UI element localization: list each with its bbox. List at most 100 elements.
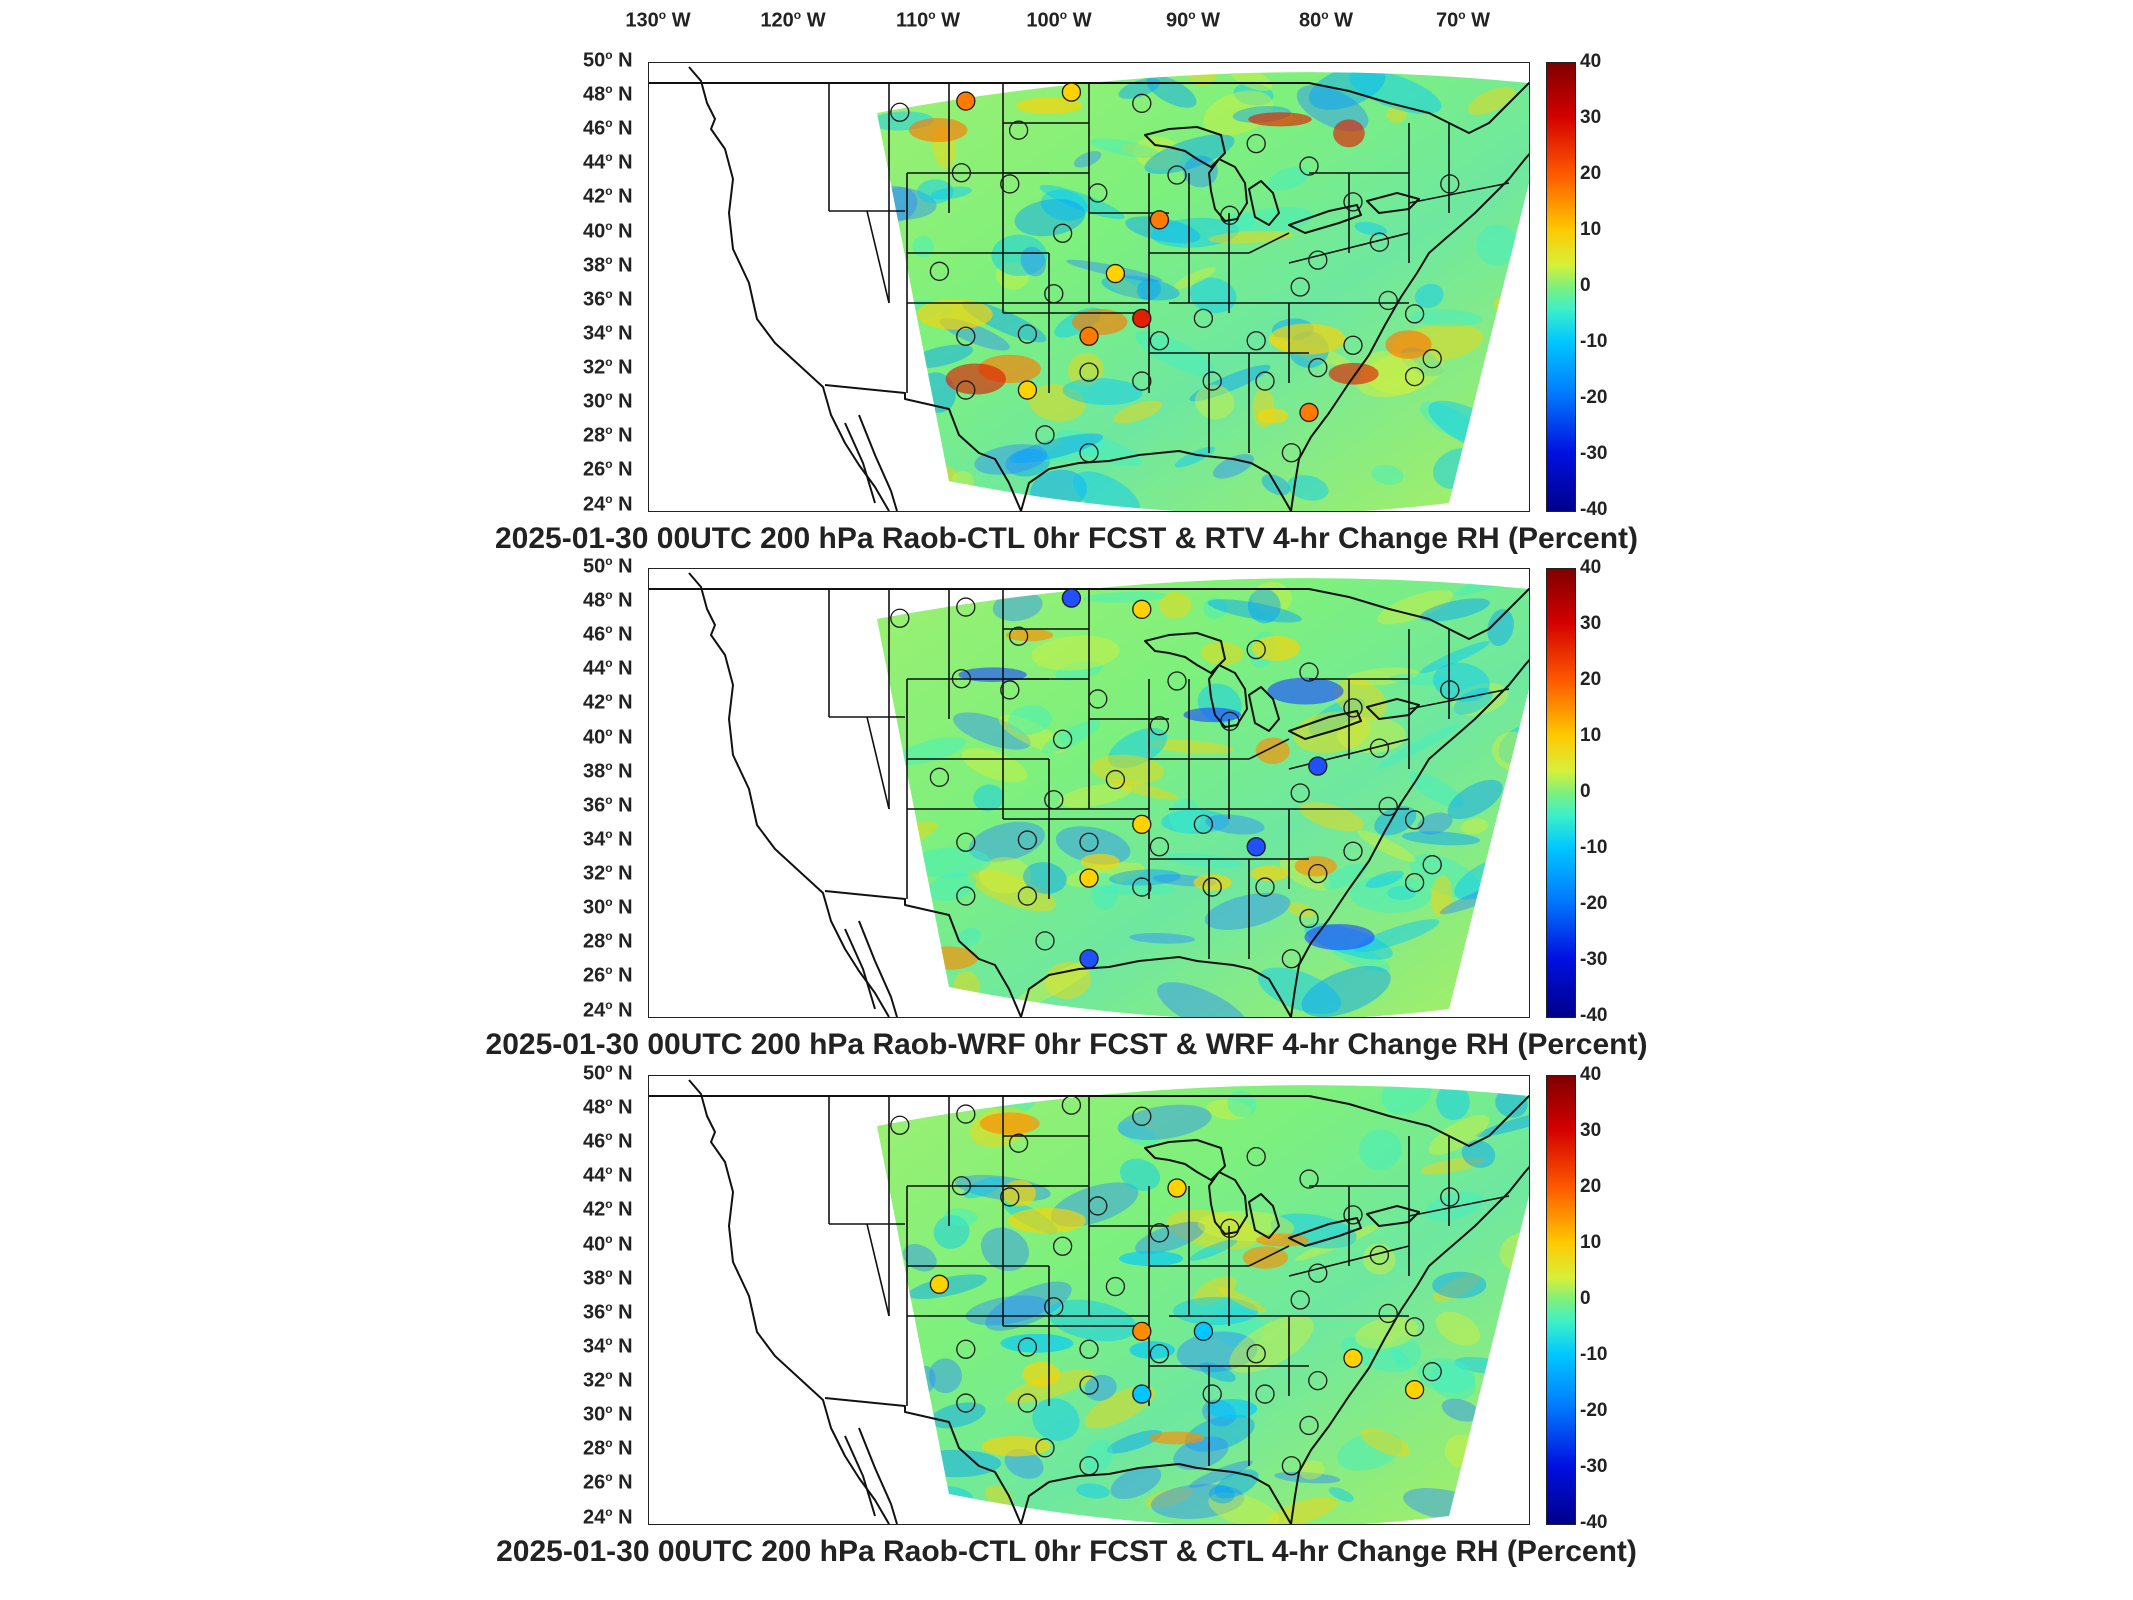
- raob-station-icon: [1281, 1456, 1302, 1476]
- coastline-and-borders: [649, 572, 1529, 1017]
- colorbar: [1546, 1075, 1576, 1525]
- longitude-label: 130o W: [625, 8, 691, 32]
- raob-station-icon: [1088, 183, 1108, 203]
- raob-station-icon: [1017, 1337, 1038, 1357]
- colorbar-tick-label: -40: [1580, 1005, 1608, 1026]
- raob-station-icon: [1132, 599, 1152, 619]
- coastline-and-borders: [649, 66, 1529, 511]
- rh-change-map: [649, 1079, 1529, 1524]
- colorbar-tick-label: 40: [1580, 1064, 1602, 1085]
- raob-station-icon: [1202, 877, 1222, 897]
- raob-station-icon: [1246, 1146, 1266, 1167]
- colorbar-tick-label: -30: [1580, 443, 1608, 464]
- raob-station-icon: [1246, 331, 1266, 351]
- colorbar-tick-label: -10: [1580, 331, 1608, 352]
- raob-station-icon: [1044, 284, 1064, 304]
- colorbar-tick-label: -30: [1580, 949, 1608, 970]
- latitude-label: 24o N: [583, 491, 633, 516]
- latitude-label: 40o N: [583, 1231, 633, 1256]
- latitude-label: 26o N: [583, 457, 633, 482]
- rh-change-map: [649, 66, 1529, 511]
- raob-station-icon: [1308, 250, 1328, 270]
- raob-station-icon: [1404, 366, 1425, 387]
- raob-station-icon: [1167, 671, 1187, 691]
- colorbar-tick-label: 20: [1580, 163, 1602, 184]
- colorbar: [1546, 62, 1576, 512]
- raob-station-icon: [1369, 232, 1390, 252]
- raob-station-icon: [1343, 335, 1363, 355]
- map-plot-area: [648, 62, 1530, 512]
- raob-station-icon: [1079, 832, 1099, 852]
- raob-station-icon: [1017, 324, 1038, 344]
- raob-station-icon: [1369, 1245, 1390, 1265]
- raob-station-icon: [1149, 1223, 1170, 1243]
- raob-station-icon: [1193, 308, 1214, 329]
- raob-station-icon: [1149, 210, 1170, 230]
- raob-station-icon: [1132, 877, 1152, 897]
- raob-stations: [890, 82, 1460, 463]
- raob-station-icon: [1202, 371, 1222, 391]
- raob-station-icon: [1202, 1384, 1222, 1404]
- raob-station-icon: [1132, 1106, 1152, 1126]
- coastline-and-borders: [649, 1079, 1529, 1524]
- latitude-label: 30o N: [583, 1402, 633, 1426]
- raob-station-icon: [1343, 192, 1363, 212]
- longitude-label: 70o W: [1435, 8, 1491, 32]
- raob-station-icon: [1440, 174, 1460, 194]
- latitude-label: 32o N: [583, 861, 633, 885]
- raob-station-icon: [1044, 1297, 1064, 1317]
- raob-station-icon: [1299, 1169, 1319, 1189]
- colorbar-tick-label: 30: [1580, 613, 1602, 634]
- raob-station-icon: [1281, 443, 1302, 463]
- colorbar-tick-label: -40: [1580, 499, 1608, 520]
- raob-station-icon: [1343, 698, 1363, 718]
- raob-station-icon: [956, 832, 976, 852]
- latitude-label: 36o N: [583, 1299, 633, 1324]
- raob-station-icon: [1079, 443, 1099, 463]
- raob-station-icon: [1132, 371, 1152, 391]
- colorbar-tick-label: 10: [1580, 725, 1602, 746]
- latitude-label: 28o N: [583, 929, 633, 953]
- raob-station-icon: [1052, 223, 1073, 243]
- raob-station-icon: [1299, 156, 1319, 176]
- raob-station-icon: [1246, 1344, 1266, 1364]
- raob-station-icon: [1061, 588, 1082, 608]
- latitude-label: 46o N: [583, 622, 633, 646]
- map-panel-1: 50o N 48o N 46o N 44o N 42o N 40o N 38o N 36o N…: [0, 48, 2133, 562]
- longitude-label: 80o W: [1298, 8, 1354, 32]
- raob-station-icon: [1299, 908, 1319, 929]
- colorbar-tick-label: 0: [1580, 781, 1591, 802]
- raob-station-icon: [1105, 1276, 1126, 1297]
- raob-station-icon: [1167, 1178, 1187, 1198]
- raob-station-icon: [1378, 290, 1398, 311]
- latitude-label: 36o N: [583, 286, 633, 311]
- raob-station-icon: [1404, 1379, 1425, 1400]
- colorbar-tick-label: 30: [1580, 1120, 1602, 1141]
- raob-station-icon: [951, 1176, 972, 1196]
- raob-station-icon: [1290, 277, 1310, 297]
- colorbar-tick-label: 0: [1580, 275, 1591, 296]
- raob-station-icon: [1255, 371, 1275, 391]
- raob-station-icon: [956, 326, 976, 346]
- latitude-label: 48o N: [583, 588, 633, 612]
- raob-station-icon: [1167, 165, 1187, 185]
- raob-station-icon: [1378, 1303, 1398, 1324]
- model-domain-field: [877, 578, 1529, 1017]
- raob-station-icon: [1343, 1348, 1363, 1368]
- raob-station-icon: [1220, 711, 1240, 731]
- colorbar-tick-label: -10: [1580, 837, 1608, 858]
- raob-station-icon: [1061, 1095, 1082, 1115]
- raob-station-icon: [1061, 82, 1082, 102]
- raob-station-icon: [1017, 380, 1038, 400]
- raob-station-icon: [1017, 1393, 1038, 1413]
- raob-station-icon: [956, 1339, 976, 1359]
- latitude-label: 24o N: [583, 1504, 633, 1529]
- raob-station-icon: [1035, 1438, 1055, 1458]
- raob-station-icon: [956, 380, 976, 400]
- raob-station-icon: [1378, 796, 1398, 817]
- raob-station-icon: [1246, 639, 1266, 660]
- latitude-label: 30o N: [583, 895, 633, 919]
- latitude-label: 40o N: [583, 218, 633, 243]
- colorbar-tick-label: 10: [1580, 219, 1602, 240]
- raob-station-icon: [1149, 716, 1170, 736]
